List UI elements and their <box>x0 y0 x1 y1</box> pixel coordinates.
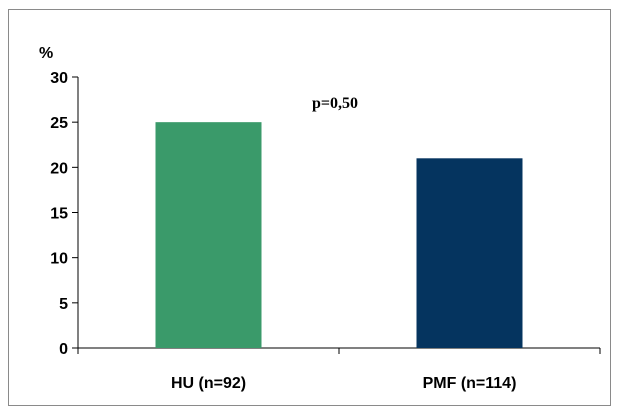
y-tick-label: 30 <box>50 70 68 87</box>
bar-1 <box>416 158 523 348</box>
y-axis: 0 5 10 15 20 25 30 <box>50 70 79 358</box>
bars <box>155 122 523 349</box>
y-tick-label: 20 <box>50 160 68 177</box>
category-label: HU (n=92) <box>171 375 246 392</box>
category-labels: HU (n=92) PMF (n=114) <box>171 375 516 392</box>
category-label: PMF (n=114) <box>423 375 517 392</box>
y-tick-label: 15 <box>50 206 68 223</box>
y-tick-label: 25 <box>50 115 68 132</box>
y-axis-unit-label: % <box>39 45 53 62</box>
bar-0 <box>155 122 262 349</box>
y-tick-label: 5 <box>59 296 68 313</box>
y-tick-label: 10 <box>50 251 68 268</box>
y-tick-label: 0 <box>59 341 68 358</box>
p-value-annotation: p=0,50 <box>312 95 358 112</box>
x-axis <box>77 347 601 354</box>
